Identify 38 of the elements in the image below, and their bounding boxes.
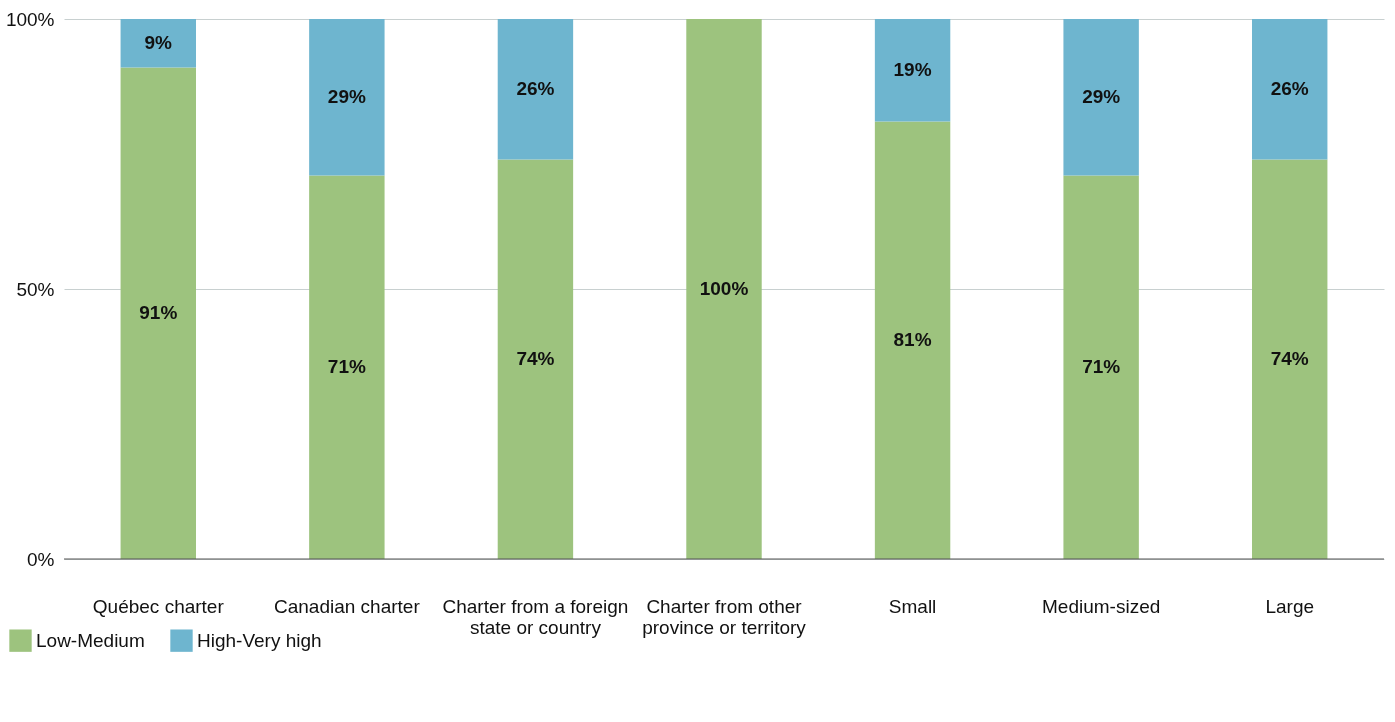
data-label: 26% bbox=[1270, 78, 1309, 100]
data-label: 26% bbox=[516, 78, 555, 100]
x-tick-label: Large bbox=[1265, 595, 1315, 617]
x-tick-label: Charter from other province or territory bbox=[642, 595, 807, 638]
bar bbox=[1252, 159, 1328, 559]
x-tick-label: Small bbox=[888, 595, 937, 617]
bar bbox=[1063, 19, 1139, 176]
bar bbox=[1063, 175, 1139, 559]
data-label: 71% bbox=[327, 356, 366, 378]
data-label: 74% bbox=[1270, 348, 1309, 370]
data-label: 74% bbox=[516, 348, 555, 370]
legend-label: High-Very high bbox=[197, 629, 322, 651]
x-tick-label: Charter from a foreign state or country bbox=[442, 595, 629, 638]
data-label: 29% bbox=[1082, 86, 1121, 108]
bar bbox=[120, 19, 196, 68]
data-label: 91% bbox=[139, 302, 178, 324]
bar bbox=[309, 175, 385, 559]
bar bbox=[874, 121, 951, 559]
data-label: 71% bbox=[1082, 356, 1121, 378]
bar bbox=[497, 19, 574, 160]
bar bbox=[1252, 19, 1328, 160]
data-label: 100% bbox=[699, 278, 749, 299]
y-tick-label: 100% bbox=[5, 8, 55, 30]
x-tick-label: Québec charter bbox=[92, 595, 225, 617]
bar bbox=[120, 67, 196, 559]
y-tick-label: 50% bbox=[16, 278, 55, 300]
data-label: 29% bbox=[327, 86, 366, 108]
x-tick-label: Canadian charter bbox=[273, 595, 421, 617]
bar bbox=[874, 19, 951, 122]
bar bbox=[309, 19, 385, 176]
bar bbox=[497, 159, 574, 559]
data-label: 9% bbox=[144, 32, 173, 54]
y-tick-label: 0% bbox=[27, 548, 55, 570]
data-label: 19% bbox=[893, 59, 932, 81]
x-tick-label: Medium-sized bbox=[1042, 595, 1161, 617]
bar bbox=[686, 19, 762, 559]
data-label: 81% bbox=[893, 329, 932, 351]
legend-label: Low-Medium bbox=[36, 629, 145, 651]
